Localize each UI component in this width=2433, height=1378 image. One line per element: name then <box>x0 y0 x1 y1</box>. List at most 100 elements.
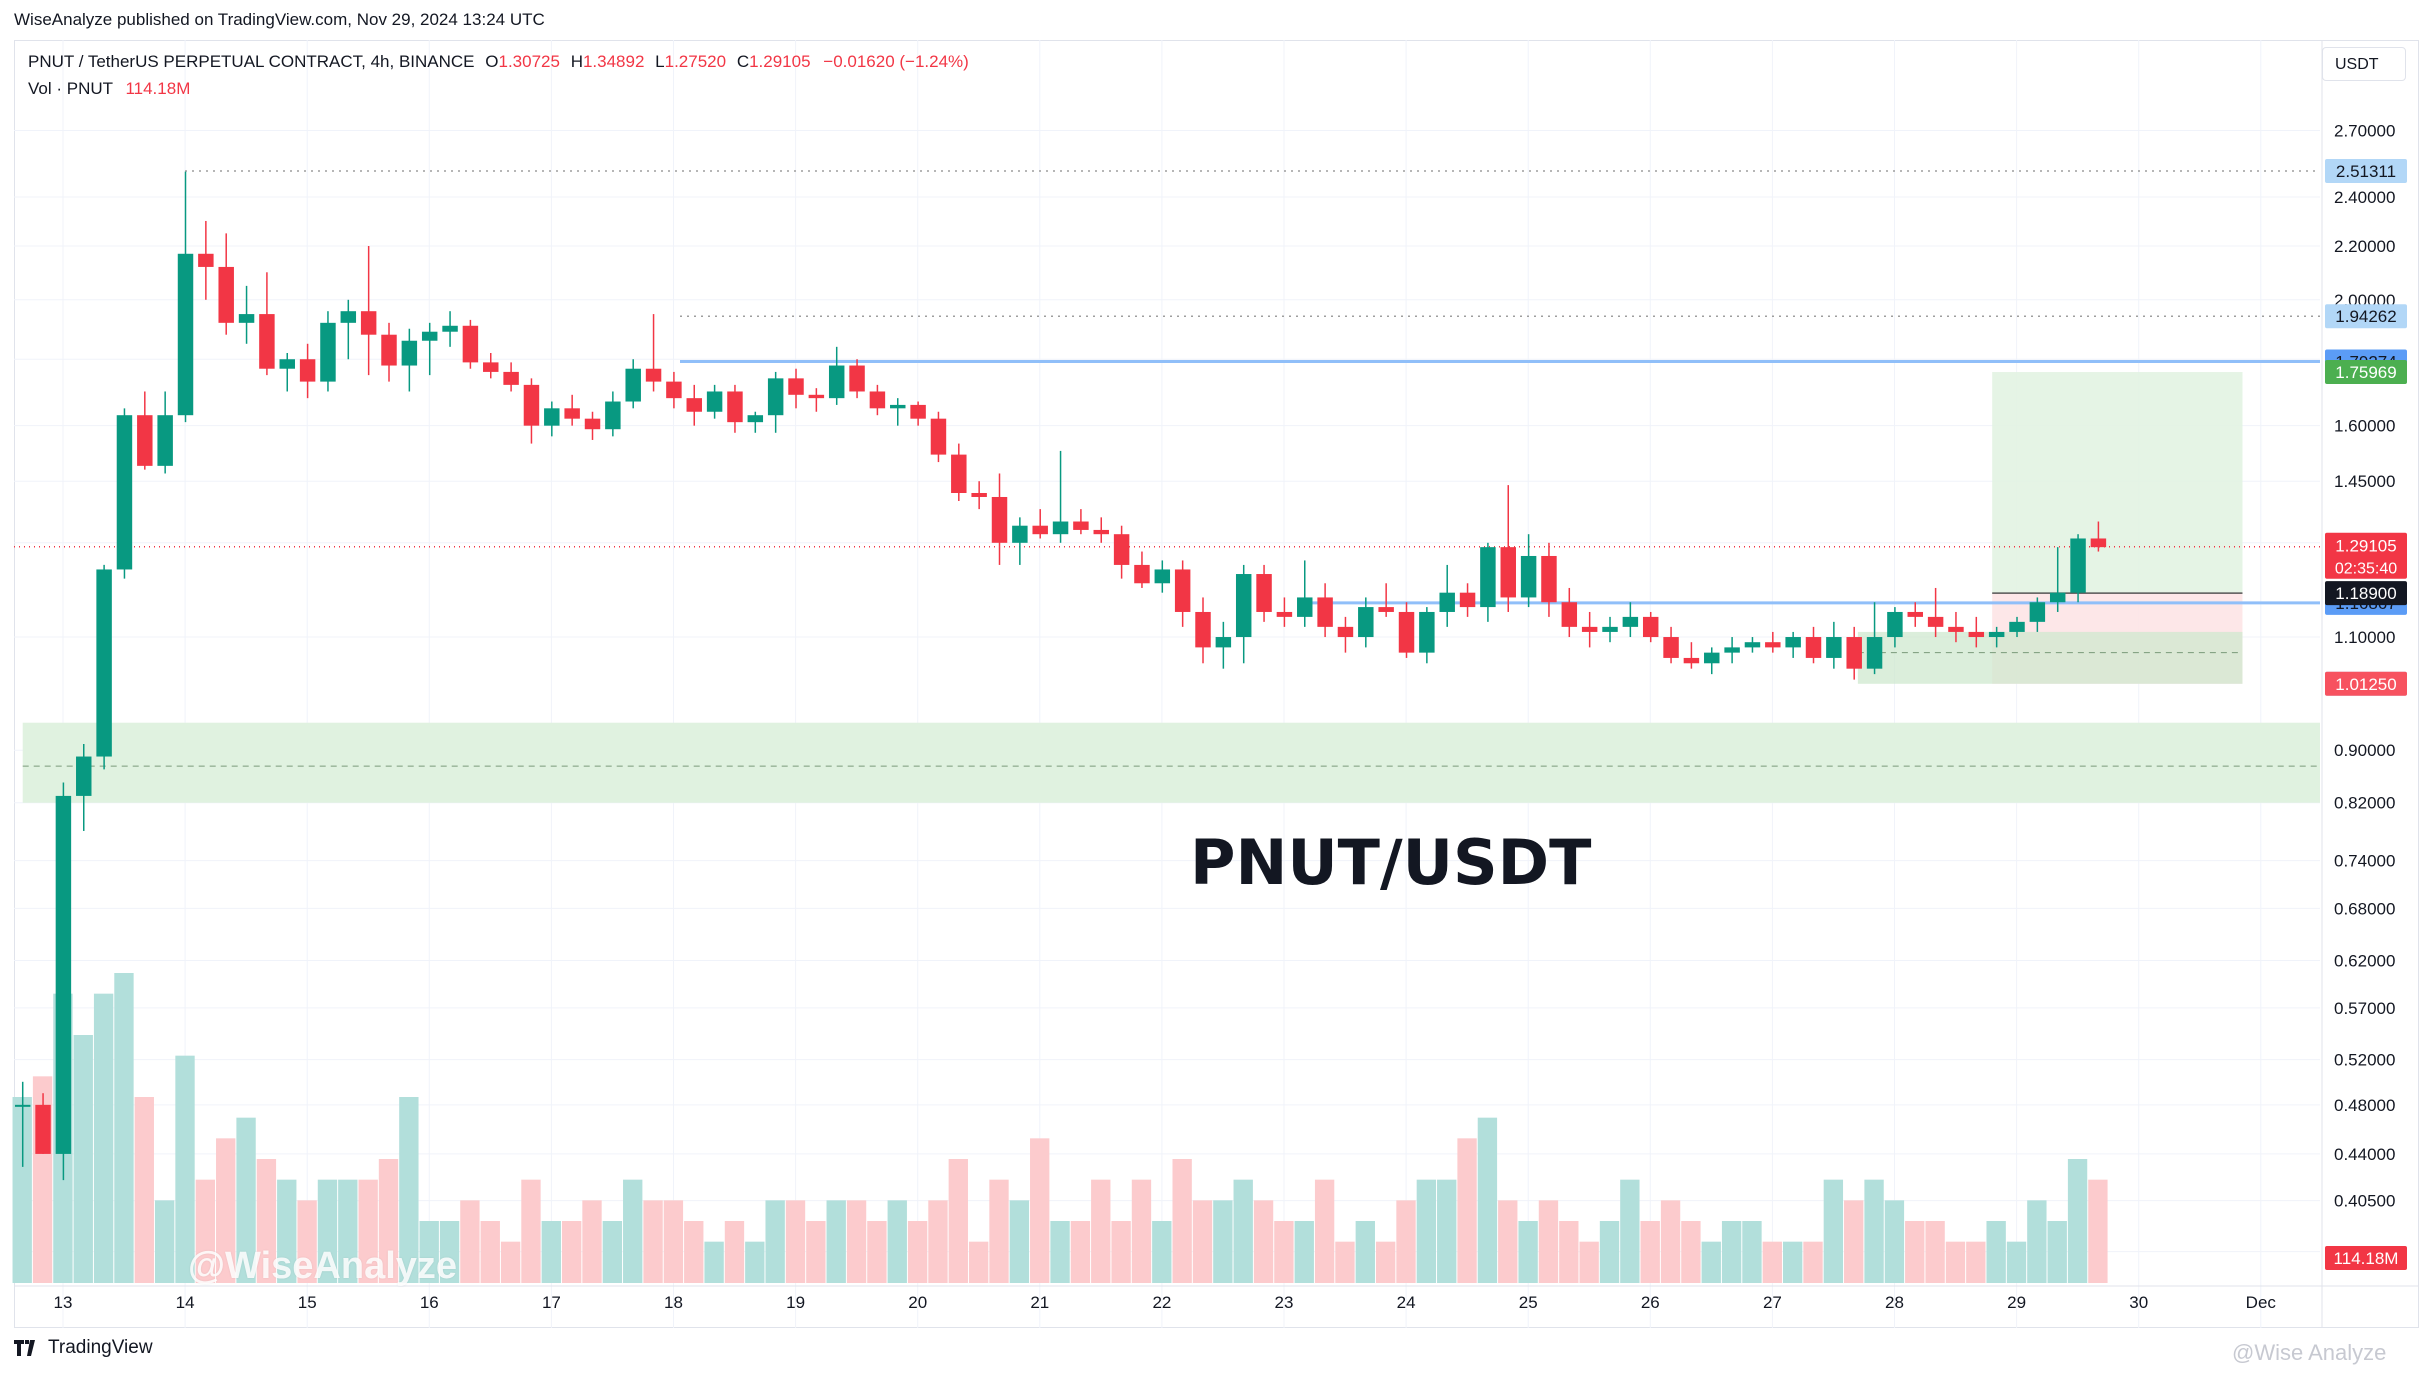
position-badge: 1.75969 <box>2335 363 2396 382</box>
candle-body <box>1256 574 1272 612</box>
volume-bar <box>1498 1200 1518 1283</box>
candle-body <box>706 391 723 412</box>
volume-bar <box>846 1200 867 1283</box>
watermark-bottom-right: @Wise Analyze <box>2232 1340 2387 1365</box>
x-tick-label: 26 <box>1641 1293 1660 1312</box>
x-tick-label: 15 <box>298 1293 317 1312</box>
volume-bar <box>1213 1200 1233 1283</box>
candle-body <box>503 371 519 385</box>
candle-body <box>1459 592 1476 608</box>
volume-bar <box>643 1200 663 1283</box>
level-badge: 2.51311 <box>2336 162 2396 181</box>
candle-body <box>645 368 662 382</box>
candle-body <box>360 311 377 335</box>
y-tick-label: 2.40000 <box>2334 188 2395 207</box>
candle-body <box>1113 534 1130 565</box>
candle-body <box>727 391 743 423</box>
currency-button[interactable]: USDT <box>2322 47 2406 81</box>
high-value: 1.34892 <box>582 52 645 71</box>
position-badge: 1.18900 <box>2335 584 2396 603</box>
candle-body <box>625 368 641 402</box>
level-badge-bg <box>2325 304 2407 329</box>
candle-body <box>401 340 418 366</box>
candle-body <box>1541 555 1557 603</box>
y-tick-label: 1.45000 <box>2334 472 2395 491</box>
volume-bar <box>1925 1221 1945 1283</box>
candle-body <box>991 496 1008 543</box>
volume-bar <box>419 1221 439 1283</box>
volume-bar <box>1355 1221 1375 1283</box>
candle-body <box>564 408 580 419</box>
x-tick-label: 30 <box>2129 1293 2148 1312</box>
candle-body <box>1520 555 1537 598</box>
candle-body <box>1744 642 1761 648</box>
open-label: O <box>485 52 499 71</box>
x-tick-label: 25 <box>1519 1293 1538 1312</box>
candle-body <box>259 314 275 369</box>
candle-body <box>2029 602 2046 622</box>
candle-body <box>1642 616 1659 638</box>
candle-body <box>1337 626 1354 638</box>
volume-bar <box>704 1241 724 1283</box>
volume-bar <box>460 1200 480 1283</box>
volume-bar <box>724 1221 745 1283</box>
volume-bar <box>2047 1221 2067 1283</box>
volume-bar <box>1823 1179 1844 1283</box>
candle-body <box>951 454 967 493</box>
candle-body <box>2070 538 2086 593</box>
volume-bar <box>338 1179 358 1283</box>
volume-bar <box>1762 1241 1782 1283</box>
candle-body <box>1927 616 1944 627</box>
volume-bar <box>1579 1241 1599 1283</box>
candle-body <box>116 415 133 570</box>
volume-label[interactable]: Vol · PNUT <box>28 79 113 98</box>
candle-body <box>1765 642 1781 648</box>
volume-bar <box>1416 1179 1437 1283</box>
volume-bar <box>1701 1241 1721 1283</box>
symbol-title[interactable]: PNUT / TetherUS PERPETUAL CONTRACT, 4h, … <box>28 52 475 71</box>
x-tick-label: 21 <box>1030 1293 1049 1312</box>
volume-bar <box>561 1221 582 1283</box>
y-tick-label: 0.44000 <box>2334 1145 2395 1164</box>
candle-body <box>1683 657 1700 664</box>
candle-body <box>299 359 316 382</box>
candle-body <box>198 253 214 267</box>
candle-body <box>1602 626 1618 632</box>
candle-body <box>1134 564 1150 584</box>
volume-bar <box>521 1179 541 1283</box>
volume-bar <box>2027 1200 2047 1283</box>
volume-bar <box>439 1221 460 1283</box>
volume-bar <box>1945 1241 1966 1283</box>
chart-frame[interactable] <box>14 40 2419 1328</box>
volume-bar <box>1559 1221 1579 1283</box>
demand-zone <box>22 722 2320 803</box>
candle-body <box>483 362 499 372</box>
x-tick-label: 23 <box>1275 1293 1294 1312</box>
volume-bar <box>93 993 114 1283</box>
tradingview-logo[interactable]: TradingView <box>14 1337 153 1359</box>
position-badge: 1.01250 <box>2335 675 2396 694</box>
y-tick-label: 0.48000 <box>2334 1096 2395 1115</box>
tradingview-icon <box>14 1340 35 1356</box>
volume-bar <box>948 1159 968 1283</box>
candle-body <box>2049 592 2066 603</box>
volume-bar <box>1050 1221 1070 1283</box>
y-tick-label: 1.60000 <box>2334 417 2395 436</box>
x-tick-label: 29 <box>2007 1293 2026 1312</box>
volume-bar <box>358 1179 378 1283</box>
volume-bar <box>216 1138 236 1283</box>
candle-body <box>462 325 479 363</box>
candle-body <box>1581 626 1598 632</box>
volume-bar <box>684 1221 704 1283</box>
candle-body <box>808 394 825 399</box>
x-tick-label: 17 <box>542 1293 561 1312</box>
volume-bar <box>1518 1221 1538 1283</box>
candle-body <box>1663 637 1679 658</box>
y-tick-label: 1.10000 <box>2334 628 2395 647</box>
candle-body <box>279 359 295 369</box>
last-price-badge-bg <box>2325 532 2407 579</box>
volume-bar <box>12 1097 32 1283</box>
volume-bar <box>989 1179 1009 1283</box>
volume-bar <box>1131 1179 1152 1283</box>
